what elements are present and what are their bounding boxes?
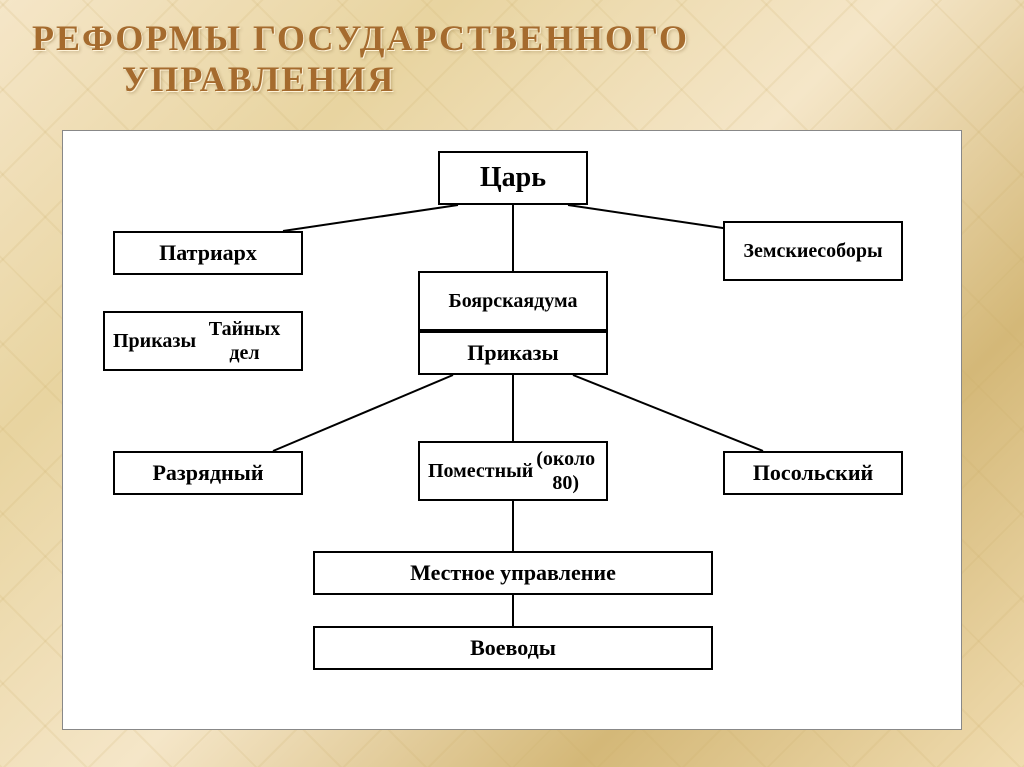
node-prikazy_tain: ПриказыТайных дел: [103, 311, 303, 371]
node-posolsky: Посольский: [723, 451, 903, 495]
diagram-container: Царь Патриарх Земскиесоборы ПриказыТайных д…: [62, 130, 962, 730]
node-mestnoe: Местное управление: [313, 551, 713, 595]
node-boyarskaya: Боярскаядума: [418, 271, 608, 331]
slide-title: РЕФОРМЫ ГОСУДАРСТВЕННОГО УПРАВЛЕНИЯ: [0, 0, 1024, 101]
edge-tsar-patriarch: [283, 205, 458, 231]
edge-prikazy-razryadny: [273, 375, 453, 451]
title-line-1: РЕФОРМЫ ГОСУДАРСТВЕННОГО: [32, 18, 1024, 59]
node-prikazy: Приказы: [418, 331, 608, 375]
edge-prikazy-posolsky: [573, 375, 763, 451]
node-pomestny: Поместный(около 80): [418, 441, 608, 501]
node-zemskie: Земскиесоборы: [723, 221, 903, 281]
node-tsar: Царь: [438, 151, 588, 205]
edge-tsar-zemskie: [568, 205, 743, 231]
node-voevody: Воеводы: [313, 626, 713, 670]
title-line-2: УПРАВЛЕНИЯ: [32, 59, 1024, 100]
node-razryadny: Разрядный: [113, 451, 303, 495]
node-patriarch: Патриарх: [113, 231, 303, 275]
